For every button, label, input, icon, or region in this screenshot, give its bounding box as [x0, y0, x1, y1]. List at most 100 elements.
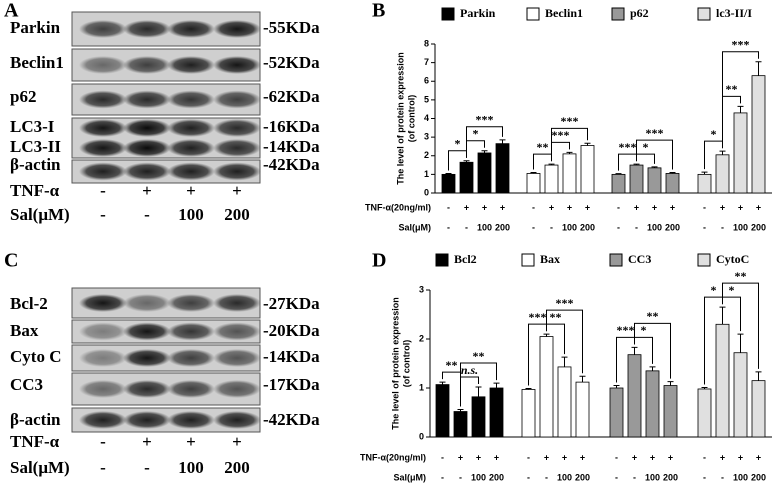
sal-dose: 200: [224, 205, 250, 224]
error-bar: [475, 386, 482, 397]
sal-dose: -: [527, 472, 530, 482]
tnf-sign: +: [494, 452, 499, 462]
tnf-sign: +: [650, 452, 655, 462]
sal-dose: 200: [495, 222, 510, 232]
bar: [645, 370, 660, 438]
significance-label: **: [537, 140, 549, 154]
blot-band: [123, 294, 171, 312]
sal-dose: 100: [471, 472, 486, 482]
blot-row-label: β-actin: [10, 410, 61, 429]
y-tick-label: 2: [424, 150, 429, 160]
y-tick-label: 6: [424, 76, 429, 86]
tnf-label: TNF-α: [10, 432, 60, 451]
significance-label: *: [641, 323, 647, 337]
panel-letter: C: [4, 250, 18, 272]
legend-swatch: [609, 253, 623, 267]
significance-label: **: [647, 309, 659, 323]
tnf-sign: +: [232, 432, 242, 451]
bar: [647, 167, 662, 194]
tnf-sign: +: [549, 202, 554, 212]
blot-marker: -20KDa: [263, 321, 320, 340]
sal-dose: -: [459, 472, 462, 482]
tnf-sign: +: [562, 452, 567, 462]
error-bar: [631, 346, 638, 355]
error-bar: [584, 142, 591, 146]
tnf-sign: -: [615, 452, 618, 462]
tnf-sign: +: [186, 432, 196, 451]
tnf-sign: +: [738, 202, 743, 212]
bar: [733, 352, 748, 438]
blot-row-label: LC3-II: [10, 137, 61, 156]
error-bar: [669, 172, 676, 174]
significance-label: ***: [646, 126, 664, 140]
error-bar: [667, 381, 674, 386]
blot-marker: -14KDa: [263, 137, 320, 156]
tnf-sign: +: [668, 452, 673, 462]
bar: [562, 153, 577, 194]
blot-row-label: Beclin1: [10, 53, 64, 72]
tnf-sign: +: [652, 202, 657, 212]
significance-label: *: [473, 126, 479, 140]
sal-label: Sal(μM): [398, 222, 431, 232]
legend-label: p62: [630, 6, 649, 20]
significance-bracket: [634, 322, 671, 379]
blot-band: [213, 322, 261, 341]
tnf-sign: -: [100, 181, 106, 200]
blot-row-label: CC3: [10, 375, 43, 394]
blot-band: [213, 20, 261, 38]
blot-marker: -42KDa: [263, 155, 320, 174]
y-tick-label: 3: [424, 132, 429, 142]
significance-label: **: [473, 349, 485, 363]
significance-label: **: [735, 269, 747, 283]
tnf-sign: +: [186, 181, 196, 200]
significance-label: ***: [476, 112, 494, 126]
significance-label: *: [643, 140, 649, 154]
legend-swatch: [611, 7, 625, 21]
blot-band: [167, 90, 215, 109]
blot-band: [213, 162, 261, 181]
legend-label: CytoC: [716, 252, 749, 266]
panel-letter: B: [372, 0, 385, 22]
tnf-sign: +: [632, 452, 637, 462]
bar: [539, 336, 554, 438]
error-bar: [499, 139, 506, 144]
sal-dose: 200: [663, 472, 678, 482]
y-tick-label: 1: [424, 169, 429, 179]
error-bar: [737, 105, 744, 113]
y-tick-label: 3: [419, 284, 424, 294]
error-bar: [579, 375, 586, 383]
bar: [575, 381, 590, 438]
blot-marker: -55KDa: [263, 18, 320, 37]
bar: [663, 385, 678, 438]
y-tick-label: 8: [424, 38, 429, 48]
sal-dose: -: [633, 472, 636, 482]
error-bar: [548, 163, 555, 166]
blot-band: [79, 119, 127, 137]
error-bar: [755, 61, 762, 76]
error-bar: [719, 306, 726, 325]
tnf-sign: +: [585, 202, 590, 212]
blot-band: [167, 322, 215, 341]
tnf-sign: +: [670, 202, 675, 212]
blot-row-label: LC3-I: [10, 117, 55, 136]
bar: [453, 411, 468, 438]
error-bar: [493, 382, 500, 388]
tnf-sign: -: [100, 432, 106, 451]
tnf-sign: -: [447, 202, 450, 212]
legend-swatch: [441, 7, 455, 21]
legend-label: Bax: [540, 252, 560, 266]
significance-label: ***: [617, 323, 635, 337]
blot-marker: -17KDa: [263, 375, 320, 394]
tnf-sign: -: [441, 452, 444, 462]
bar: [697, 388, 712, 438]
tnf-sign: +: [720, 452, 725, 462]
blot-band: [213, 139, 261, 157]
blot-band: [213, 119, 261, 137]
tnf-sign: +: [738, 452, 743, 462]
significance-label: ***: [552, 128, 570, 142]
significance-label: **: [726, 82, 738, 96]
blot-band: [79, 380, 127, 398]
blot-band: [123, 349, 171, 367]
sal-dose: 200: [489, 472, 504, 482]
bar: [580, 145, 595, 194]
